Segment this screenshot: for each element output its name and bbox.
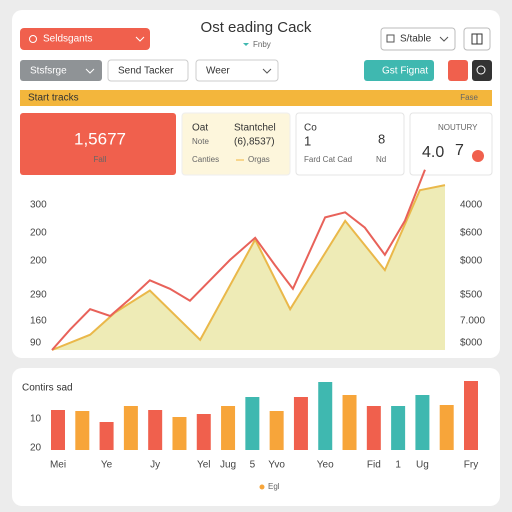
y-axis-label: 10 [30, 414, 42, 425]
y-axis-label: 300 [30, 200, 47, 211]
x-tick-label: Jug [220, 460, 236, 471]
x-tick-label: Ug [416, 460, 429, 471]
x-tick-label: Mei [50, 460, 66, 471]
bar [269, 411, 284, 450]
y-axis-label: 200 [30, 228, 47, 239]
x-tick-label: 1 [395, 460, 401, 471]
kpi-card [409, 112, 493, 176]
y-axis-label: 90 [30, 338, 42, 349]
kpi-label: Fall [94, 155, 107, 164]
send-button[interactable]: Send Tacker [107, 59, 189, 82]
y-axis-label: 200 [30, 256, 47, 267]
y2-axis-label: 4000 [460, 200, 483, 211]
y2-axis-label: $000 [460, 256, 483, 267]
x-tick-label: Fid [367, 460, 381, 471]
kpi-value: 4.0 [422, 144, 444, 161]
action-button[interactable]: Gst Fignat [364, 60, 434, 81]
bar [75, 411, 90, 450]
subtitle: Fnby [253, 40, 271, 49]
area [52, 185, 445, 350]
bar [415, 395, 430, 450]
kpi-title: NOUTURY [438, 123, 478, 132]
x-tick-label: 5 [250, 460, 256, 471]
dropdown[interactable]: Seldsgants [20, 28, 150, 50]
legend-label: Egl [268, 482, 280, 491]
y2-axis-label: $600 [460, 228, 483, 239]
x-tick-label: Ye [101, 460, 113, 471]
kpi-line: Note [192, 137, 209, 146]
view-select-label: S/table [400, 34, 432, 45]
bar [293, 397, 308, 450]
kpi-card [181, 112, 291, 176]
bar [318, 382, 333, 450]
x-tick-label: Yeo [317, 460, 334, 471]
y2-axis-label: $000 [460, 338, 483, 349]
bar [196, 414, 211, 450]
bar-title: Contirs sad [22, 383, 73, 394]
bar [221, 406, 236, 450]
bar [245, 397, 260, 450]
search-button[interactable] [472, 60, 492, 81]
kpi-detail: 8 [378, 131, 385, 146]
kpi-line: Fard Cat Cad [304, 155, 352, 164]
x-tick-label: Yvo [268, 460, 285, 471]
bar [123, 406, 138, 450]
search-icon [476, 65, 486, 75]
y2-axis-label: $500 [460, 290, 483, 301]
kpi-card [295, 112, 405, 176]
bar [148, 410, 163, 450]
action-label: Gst Fignat [382, 66, 428, 77]
kpi-line: Oat [192, 123, 208, 134]
kpi-detail: Nd [376, 155, 386, 164]
subtitle-icon [243, 43, 249, 46]
bar [51, 410, 65, 450]
bar [99, 422, 114, 450]
title: Ost eading Cack [201, 19, 312, 36]
kpi-line: 1 [304, 133, 311, 148]
y-axis-label: 20 [30, 443, 42, 454]
view-select[interactable]: S/table [380, 27, 456, 51]
bar [342, 395, 357, 450]
period-label: Weer [206, 66, 230, 77]
dropdown-label: Seldsgants [43, 34, 92, 45]
x-tick-label: Yel [197, 460, 211, 471]
kpi-value: 1,5677 [74, 129, 126, 148]
kpi-card [20, 113, 176, 175]
kpi-dot [472, 150, 484, 162]
bar [464, 381, 478, 450]
bar [366, 406, 381, 450]
kpi-detail: Stantchel [234, 123, 276, 134]
bar [391, 406, 406, 450]
banner-right: Fase [460, 93, 478, 102]
x-tick-label: Fry [464, 460, 478, 471]
banner-text: Start tracks [28, 93, 79, 104]
banner [20, 90, 492, 106]
alert-button[interactable] [448, 60, 468, 81]
bar [439, 405, 454, 450]
period-dropdown[interactable]: Weer [195, 59, 279, 82]
line [51, 169, 426, 351]
filter-label: Stsfsrge [30, 66, 67, 77]
legend-swatch [259, 484, 265, 490]
layout-button[interactable] [463, 27, 491, 51]
kpi-detail: (6),8537) [234, 137, 275, 148]
kpi-value: 7 [455, 142, 464, 159]
y-axis-label: 290 [30, 290, 47, 301]
y-axis-label: 160 [30, 316, 47, 327]
bar [172, 417, 187, 450]
send-label: Send Tacker [118, 66, 174, 77]
kpi-line: Canties [192, 155, 219, 164]
y2-axis-label: 7.000 [460, 316, 485, 327]
kpi-line: Co [304, 123, 317, 134]
kpi-detail: Orgas [248, 155, 270, 164]
filter-dropdown[interactable]: Stsfsrge [20, 60, 102, 81]
x-tick-label: Jy [150, 460, 160, 471]
